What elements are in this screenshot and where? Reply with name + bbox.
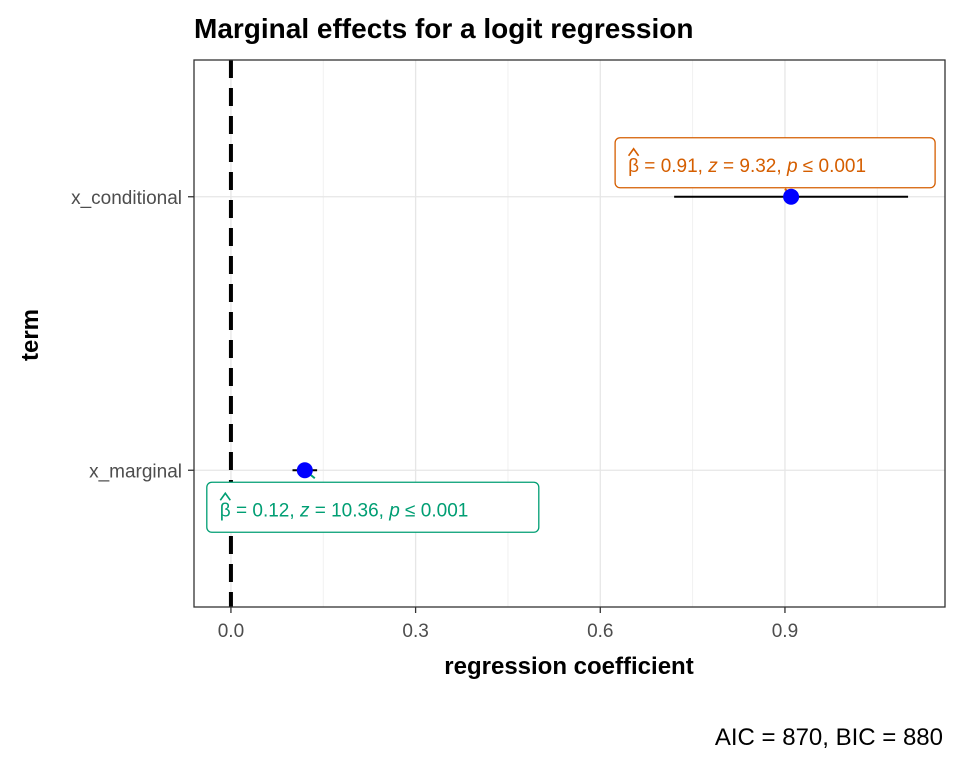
annotation-x_marginal: β = 0.12, z = 10.36, p ≤ 0.001 bbox=[206, 469, 540, 533]
p-value: 0.001 bbox=[819, 156, 867, 177]
x-tick-label: 0.0 bbox=[218, 621, 244, 642]
x-tick-label: 0.3 bbox=[402, 621, 428, 642]
p-value: 0.001 bbox=[421, 500, 469, 521]
z-value: 10.36 bbox=[331, 500, 379, 521]
plot-area: 0.0 0.3 0.6 0.9 x_conditional x_marginal β = 0… bbox=[71, 59, 946, 642]
beta-symbol: β bbox=[628, 156, 639, 177]
y-tick-label: x_conditional bbox=[71, 188, 182, 209]
x-axis-title: regression coefficient bbox=[444, 653, 693, 680]
data-point bbox=[783, 188, 800, 205]
leq-sign: ≤ bbox=[400, 500, 421, 521]
separator: , bbox=[698, 156, 709, 177]
beta-hat bbox=[627, 147, 640, 157]
chart-title: Marginal effects for a logit regression bbox=[194, 13, 693, 44]
caption: AIC = 870, BIC = 880 bbox=[715, 724, 943, 751]
beta-hat bbox=[219, 491, 231, 501]
annotation-box bbox=[206, 481, 540, 533]
beta-symbol: β bbox=[220, 500, 231, 521]
x-tick-label: 0.6 bbox=[587, 621, 613, 642]
annotation-label: β = 0.12, z = 10.36, p ≤ 0.001 bbox=[220, 500, 469, 521]
data-point bbox=[296, 462, 313, 479]
annotation-label: β = 0.91, z = 9.32, p ≤ 0.001 bbox=[628, 156, 866, 177]
p-symbol: p bbox=[786, 156, 798, 177]
equals-sign: = bbox=[639, 156, 661, 177]
y-tick-label: x_marginal bbox=[89, 461, 182, 482]
z-symbol: z bbox=[707, 156, 718, 177]
separator: , bbox=[379, 500, 390, 521]
annotation-x_conditional: β = 0.91, z = 9.32, p ≤ 0.001 bbox=[614, 137, 936, 198]
panel-border bbox=[193, 59, 946, 608]
separator: , bbox=[289, 500, 300, 521]
x-tick-label: 0.9 bbox=[772, 621, 798, 642]
y-axis-title: term bbox=[17, 309, 44, 361]
z-symbol: z bbox=[299, 500, 310, 521]
beta-value: 0.12 bbox=[252, 500, 289, 521]
leq-sign: ≤ bbox=[798, 156, 819, 177]
beta-value: 0.91 bbox=[661, 156, 698, 177]
separator: , bbox=[776, 156, 787, 177]
equals-sign: = bbox=[309, 500, 331, 521]
p-symbol: p bbox=[388, 500, 400, 521]
annotation-box bbox=[614, 137, 936, 189]
z-value: 9.32 bbox=[739, 156, 776, 177]
equals-sign: = bbox=[718, 156, 740, 177]
equals-sign: = bbox=[231, 500, 253, 521]
